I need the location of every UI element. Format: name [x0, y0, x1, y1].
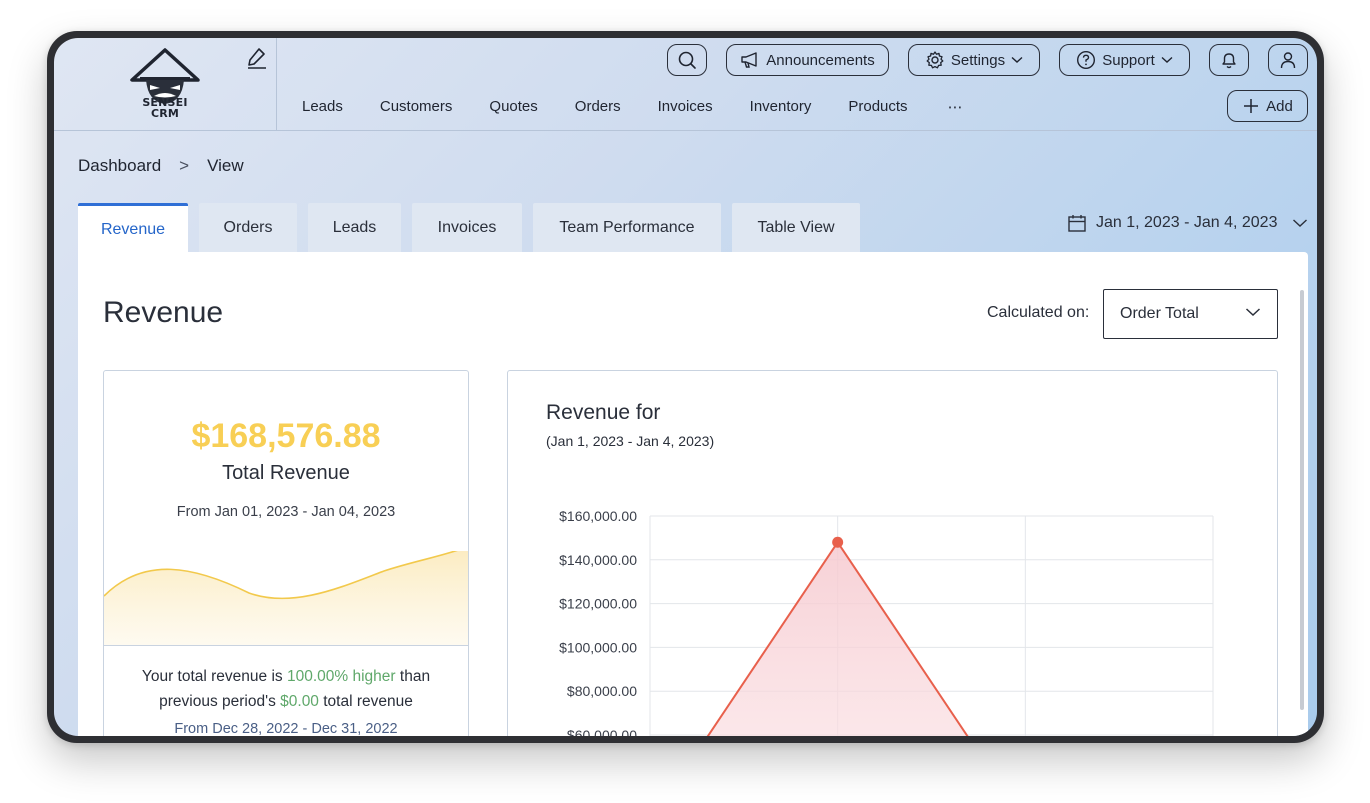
series-area	[707, 542, 968, 736]
edit-pencil-icon[interactable]	[244, 44, 270, 70]
calculated-on-label: Calculated on:	[987, 304, 1090, 321]
support-label: Support	[1102, 51, 1155, 69]
previous-revenue-value: $0.00	[280, 693, 319, 710]
add-label: Add	[1266, 97, 1293, 115]
calculated-on-value: Order Total	[1120, 305, 1199, 322]
comparison-line-2: previous period's $0.00 total revenue	[159, 693, 413, 710]
nav-item-orders[interactable]: Orders	[574, 98, 621, 115]
chevron-down-icon	[1161, 56, 1173, 63]
gear-icon	[926, 51, 944, 69]
tab-leads[interactable]: Leads	[308, 203, 401, 253]
chevron-down-icon	[1293, 219, 1308, 227]
data-point[interactable]	[832, 536, 844, 548]
tab-table-view[interactable]: Table View	[732, 203, 860, 253]
profile-button[interactable]	[1268, 44, 1308, 76]
revenue-chart: $160,000.00 $140,000.00 $120,000.00 $100,00…	[559, 508, 1214, 736]
sensei-logo[interactable]	[130, 46, 200, 124]
announcements-label: Announcements	[766, 51, 875, 69]
notifications-button[interactable]	[1209, 44, 1249, 76]
nav-item-customers[interactable]: Customers	[379, 98, 453, 115]
breadcrumb-dashboard[interactable]: Dashboard	[78, 156, 162, 175]
user-icon	[1280, 52, 1296, 69]
breadcrumb-current: View	[207, 156, 244, 175]
page-title: Revenue	[103, 296, 224, 329]
nav-item-leads[interactable]: Leads	[302, 98, 343, 115]
tab-orders[interactable]: Orders	[199, 203, 297, 253]
settings-label: Settings	[950, 51, 1006, 69]
chart-subtitle: (Jan 1, 2023 - Jan 4, 2023)	[546, 433, 715, 449]
plus-icon	[1244, 99, 1259, 113]
help-circle-icon	[1077, 50, 1096, 70]
search-icon	[678, 51, 696, 69]
revenue-chart-card: Revenue for (Jan 1, 2023 - Jan 4, 2023) …	[507, 370, 1278, 736]
tab-invoices[interactable]: Invoices	[412, 203, 522, 253]
logo-cell: SENSEI CRM	[54, 38, 277, 130]
add-button[interactable]: Add	[1227, 90, 1308, 122]
search-button[interactable]	[667, 44, 707, 76]
total-revenue-range: From Jan 01, 2023 - Jan 04, 2023	[176, 504, 396, 520]
main-nav: Leads Customers Quotes Orders Invoices I…	[302, 98, 963, 116]
nav-item-invoices[interactable]: Invoices	[657, 98, 713, 115]
revenue-panel: Revenue Calculated on: Order Total $168,…	[78, 252, 1308, 736]
total-revenue-card: $168,576.88 Total Revenue From Jan 01, 2…	[103, 370, 469, 736]
card-divider	[104, 645, 468, 646]
y-tick-label: $160,000.00	[559, 508, 637, 524]
y-tick-label: $80,000.00	[567, 683, 637, 699]
previous-period-range: From Dec 28, 2022 - Dec 31, 2022	[174, 721, 398, 736]
y-tick-label: $140,000.00	[559, 552, 637, 568]
calculated-on-select[interactable]: Order Total	[1103, 289, 1278, 339]
y-tick-label: $100,000.00	[559, 639, 637, 655]
date-range-picker[interactable]: Jan 1, 2023 - Jan 4, 2023	[1067, 213, 1308, 233]
breadcrumb: Dashboard > View	[78, 156, 244, 176]
revenue-sparkline	[104, 551, 468, 646]
chevron-down-icon	[1245, 308, 1261, 317]
chart-title: Revenue for	[546, 401, 661, 424]
megaphone-icon	[741, 52, 757, 68]
tab-team-performance[interactable]: Team Performance	[533, 203, 721, 253]
settings-button[interactable]: Settings	[908, 44, 1040, 76]
total-revenue-value: $168,576.88	[191, 417, 381, 455]
device-frame: SENSEI CRM Leads Customers Quotes Orders…	[47, 31, 1324, 743]
calendar-icon	[1068, 215, 1086, 232]
nav-item-products[interactable]: Products	[848, 98, 908, 115]
chevron-down-icon	[1011, 56, 1023, 63]
nav-item-inventory[interactable]: Inventory	[749, 98, 812, 115]
header-divider	[54, 130, 1317, 131]
bell-icon	[1222, 53, 1236, 69]
vertical-scrollbar[interactable]	[1300, 290, 1304, 710]
logo-wordmark: SENSEI CRM	[142, 96, 188, 120]
comparison-line-1: Your total revenue is 100.00% higher tha…	[141, 668, 431, 685]
nav-item-quotes[interactable]: Quotes	[489, 98, 538, 115]
app-screen: SENSEI CRM Leads Customers Quotes Orders…	[54, 38, 1317, 736]
y-tick-label: $120,000.00	[559, 596, 637, 612]
date-range-label: Jan 1, 2023 - Jan 4, 2023	[1096, 214, 1278, 231]
comparison-percent: 100.00% higher	[286, 668, 396, 685]
tab-revenue[interactable]: Revenue	[78, 203, 188, 253]
support-button[interactable]: Support	[1059, 44, 1190, 76]
total-revenue-label: Total Revenue	[222, 462, 350, 484]
y-tick-label: $60,000.00	[567, 727, 637, 736]
announcements-button[interactable]: Announcements	[726, 44, 889, 76]
breadcrumb-separator: >	[179, 156, 190, 175]
nav-more-menu[interactable]: ⋯	[947, 99, 963, 116]
